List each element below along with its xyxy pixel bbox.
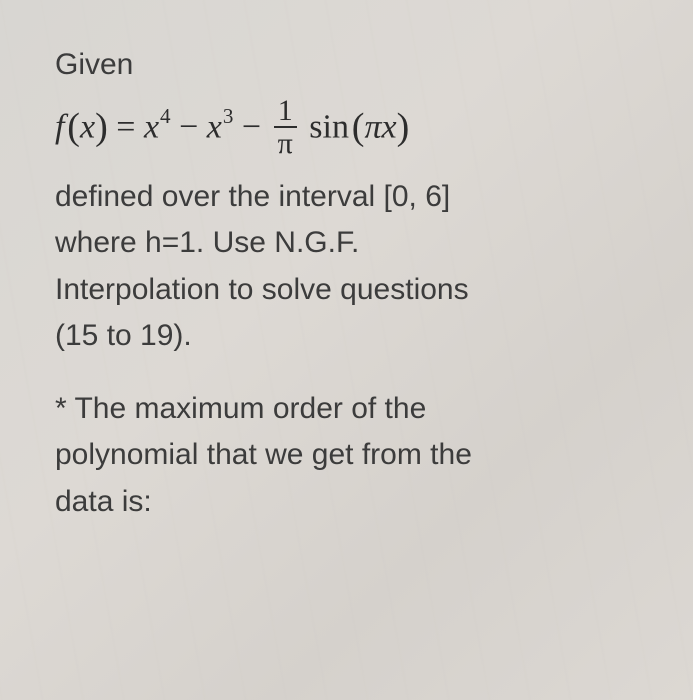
fraction-one-over-pi: 1 π [274, 95, 297, 160]
given-label: Given [55, 42, 648, 89]
function-equation: f (x) = x4 − x3 − 1 π sin (πx) [55, 97, 648, 162]
interpolation-line: Interpolation to solve questions [55, 267, 648, 314]
question-line-1: * The maximum order of the [55, 386, 648, 433]
arg-var: x [382, 108, 397, 145]
arg-pi: π [364, 108, 381, 145]
question-line-2: polynomial that we get from the [55, 432, 648, 479]
where-line: where h=1. Use N.G.F. [55, 220, 648, 267]
problem-text-block: Given f (x) = x4 − x3 − 1 π sin (πx) def… [55, 42, 648, 525]
range-line: (15 to 19). [55, 313, 648, 360]
fraction-denominator: π [274, 128, 297, 160]
term2-exp: 3 [223, 104, 234, 128]
function-name: f [55, 108, 64, 145]
term2-var: x [207, 108, 222, 145]
fraction-numerator: 1 [274, 95, 297, 129]
interval-line: defined over the interval [0, 6] [55, 174, 648, 221]
lhs-variable: x [80, 108, 95, 145]
term1-var: x [144, 108, 159, 145]
question-line-3: data is: [55, 479, 648, 526]
question-block: * The maximum order of the polynomial th… [55, 386, 648, 526]
term1-exp: 4 [160, 104, 171, 128]
paragraph-gap [55, 360, 648, 384]
trig-function: sin [309, 108, 349, 145]
